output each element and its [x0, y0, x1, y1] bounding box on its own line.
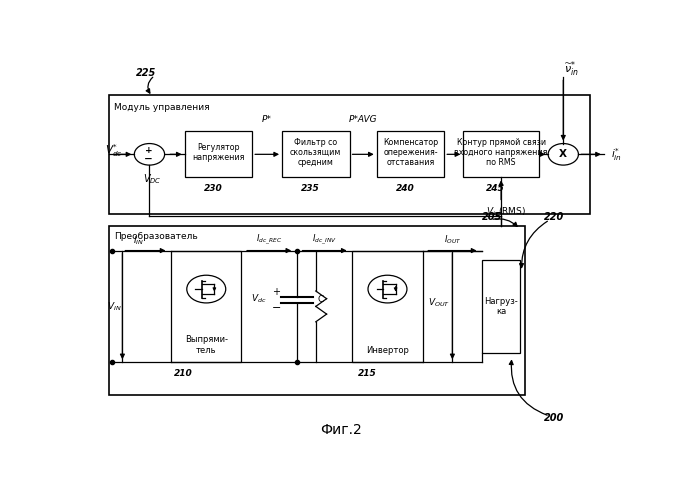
Text: Фиг.2: Фиг.2 — [320, 422, 362, 436]
Text: $\widetilde{\nu}_{in}^{*}$: $\widetilde{\nu}_{in}^{*}$ — [564, 60, 579, 80]
FancyBboxPatch shape — [482, 260, 520, 352]
Text: −: − — [272, 304, 281, 314]
Text: $I_{dc\_INV}$: $I_{dc\_INV}$ — [312, 233, 337, 248]
FancyBboxPatch shape — [463, 131, 539, 178]
Text: +: + — [272, 287, 281, 297]
Text: +: + — [144, 146, 152, 155]
Text: 205: 205 — [482, 212, 503, 222]
Text: 245: 245 — [487, 184, 505, 194]
Text: Преобразователь: Преобразователь — [114, 232, 198, 241]
Text: $V_{in}$(RMS): $V_{in}$(RMS) — [487, 205, 526, 218]
Text: 200: 200 — [544, 413, 565, 423]
Text: $V_{OUT}$: $V_{OUT}$ — [428, 296, 450, 309]
Text: $I_{IN}$: $I_{IN}$ — [133, 234, 144, 247]
Text: 220: 220 — [544, 212, 565, 222]
FancyBboxPatch shape — [377, 131, 445, 178]
Text: C: C — [318, 295, 324, 304]
FancyBboxPatch shape — [171, 250, 242, 362]
Text: $V_{DC}$: $V_{DC}$ — [143, 172, 161, 186]
Text: Регулятор
напряжения: Регулятор напряжения — [192, 142, 244, 162]
Text: $V_{IN}$: $V_{IN}$ — [107, 300, 121, 312]
FancyBboxPatch shape — [184, 131, 252, 178]
Text: Компенсатор
опережения-
отставания: Компенсатор опережения- отставания — [383, 138, 438, 168]
Text: 230: 230 — [204, 184, 223, 194]
Text: 210: 210 — [174, 370, 193, 378]
Text: $V_{dc}$: $V_{dc}$ — [251, 292, 267, 305]
Text: $I_{OUT}$: $I_{OUT}$ — [444, 234, 461, 246]
Text: 215: 215 — [358, 370, 376, 378]
Text: $I_{dc\_REC}$: $I_{dc\_REC}$ — [256, 233, 282, 248]
Text: Нагруз-
ка: Нагруз- ка — [484, 296, 518, 316]
FancyBboxPatch shape — [109, 94, 591, 214]
Text: Выпрями-
тель: Выпрями- тель — [185, 335, 228, 354]
FancyBboxPatch shape — [109, 226, 526, 395]
Text: Контур прямой связи
входного напряжения
по RMS: Контур прямой связи входного напряжения … — [454, 138, 548, 168]
Text: Модуль управления: Модуль управления — [114, 103, 210, 112]
Text: 240: 240 — [396, 184, 415, 194]
Text: P*: P* — [262, 115, 272, 124]
Text: Инвертор: Инвертор — [366, 346, 409, 355]
Text: $V_{dc}^{*}$: $V_{dc}^{*}$ — [105, 142, 123, 159]
Text: P*AVG: P*AVG — [349, 115, 378, 124]
Text: Фильтр со
скользящим
средним: Фильтр со скользящим средним — [290, 138, 341, 168]
Text: X: X — [559, 150, 567, 160]
Text: −: − — [144, 154, 153, 164]
Text: 235: 235 — [301, 184, 320, 194]
FancyBboxPatch shape — [282, 131, 350, 178]
Text: $i_{in}^{*}$: $i_{in}^{*}$ — [611, 146, 622, 162]
FancyBboxPatch shape — [352, 250, 423, 362]
Text: 225: 225 — [136, 68, 156, 78]
